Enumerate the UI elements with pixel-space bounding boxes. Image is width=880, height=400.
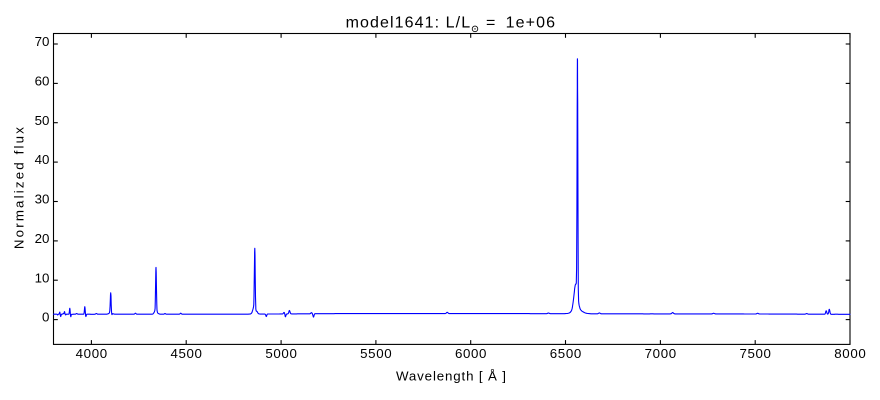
svg-text:Normalized flux: Normalized flux — [12, 127, 27, 249]
svg-text:5500: 5500 — [360, 346, 392, 361]
svg-text:6000: 6000 — [455, 346, 487, 361]
svg-text:7000: 7000 — [645, 346, 677, 361]
svg-text:7500: 7500 — [739, 346, 771, 361]
svg-text:8000: 8000 — [834, 346, 866, 361]
svg-text:model1641: L/L: model1641: L/L — [346, 15, 471, 32]
svg-text:10: 10 — [35, 270, 50, 285]
svg-text:4000: 4000 — [76, 346, 108, 361]
svg-text:70: 70 — [35, 34, 50, 49]
svg-text:6500: 6500 — [550, 346, 582, 361]
svg-text:20: 20 — [35, 231, 50, 246]
svg-text:=: = — [486, 15, 495, 32]
svg-text:5000: 5000 — [265, 346, 297, 361]
svg-text:0: 0 — [42, 310, 49, 325]
svg-text:1e+06: 1e+06 — [506, 15, 555, 32]
svg-text:60: 60 — [35, 74, 50, 89]
svg-text:40: 40 — [35, 152, 50, 167]
svg-text:Wavelength [ Å ]: Wavelength [ Å ] — [396, 368, 506, 383]
svg-text:30: 30 — [35, 192, 50, 207]
svg-text:4500: 4500 — [170, 346, 202, 361]
svg-text:50: 50 — [35, 113, 50, 128]
